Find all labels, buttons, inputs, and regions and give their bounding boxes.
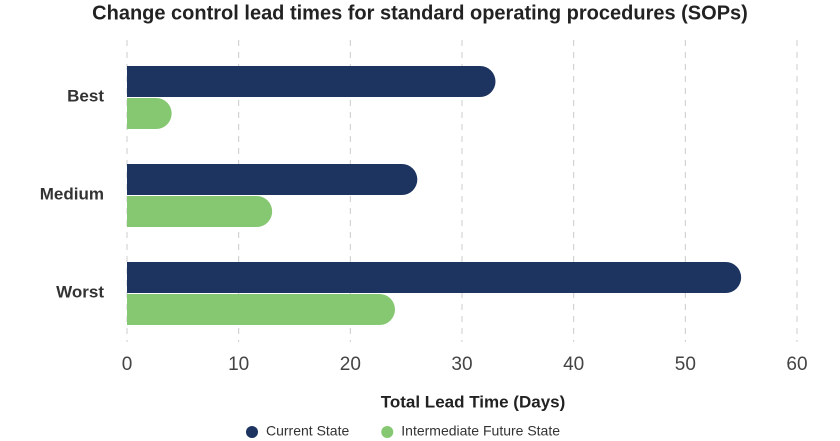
y-tick-label: Medium	[40, 184, 104, 203]
bar	[127, 196, 273, 227]
legend-marker	[246, 426, 258, 438]
x-tick-label: 50	[675, 354, 696, 375]
bar	[127, 262, 742, 293]
x-tick-label: 20	[340, 354, 361, 375]
bar	[127, 66, 496, 97]
bar	[127, 164, 418, 195]
x-axis-label: Total Lead Time (Days)	[381, 392, 566, 411]
x-tick-label: 10	[228, 354, 249, 375]
bar	[127, 294, 395, 325]
x-tick-label: 40	[563, 354, 584, 375]
bar	[127, 97, 172, 129]
y-tick-label: Worst	[56, 282, 104, 301]
y-tick-label: Best	[67, 86, 104, 105]
legend-marker	[381, 426, 394, 438]
legend-label: Intermediate Future State	[401, 423, 560, 439]
x-tick-label: 60	[786, 354, 807, 375]
x-tick-label: 30	[451, 354, 472, 375]
legend-label: Current State	[266, 423, 349, 439]
x-tick-label: 0	[122, 354, 133, 375]
chart-title: Change control lead times for standard o…	[92, 2, 748, 24]
